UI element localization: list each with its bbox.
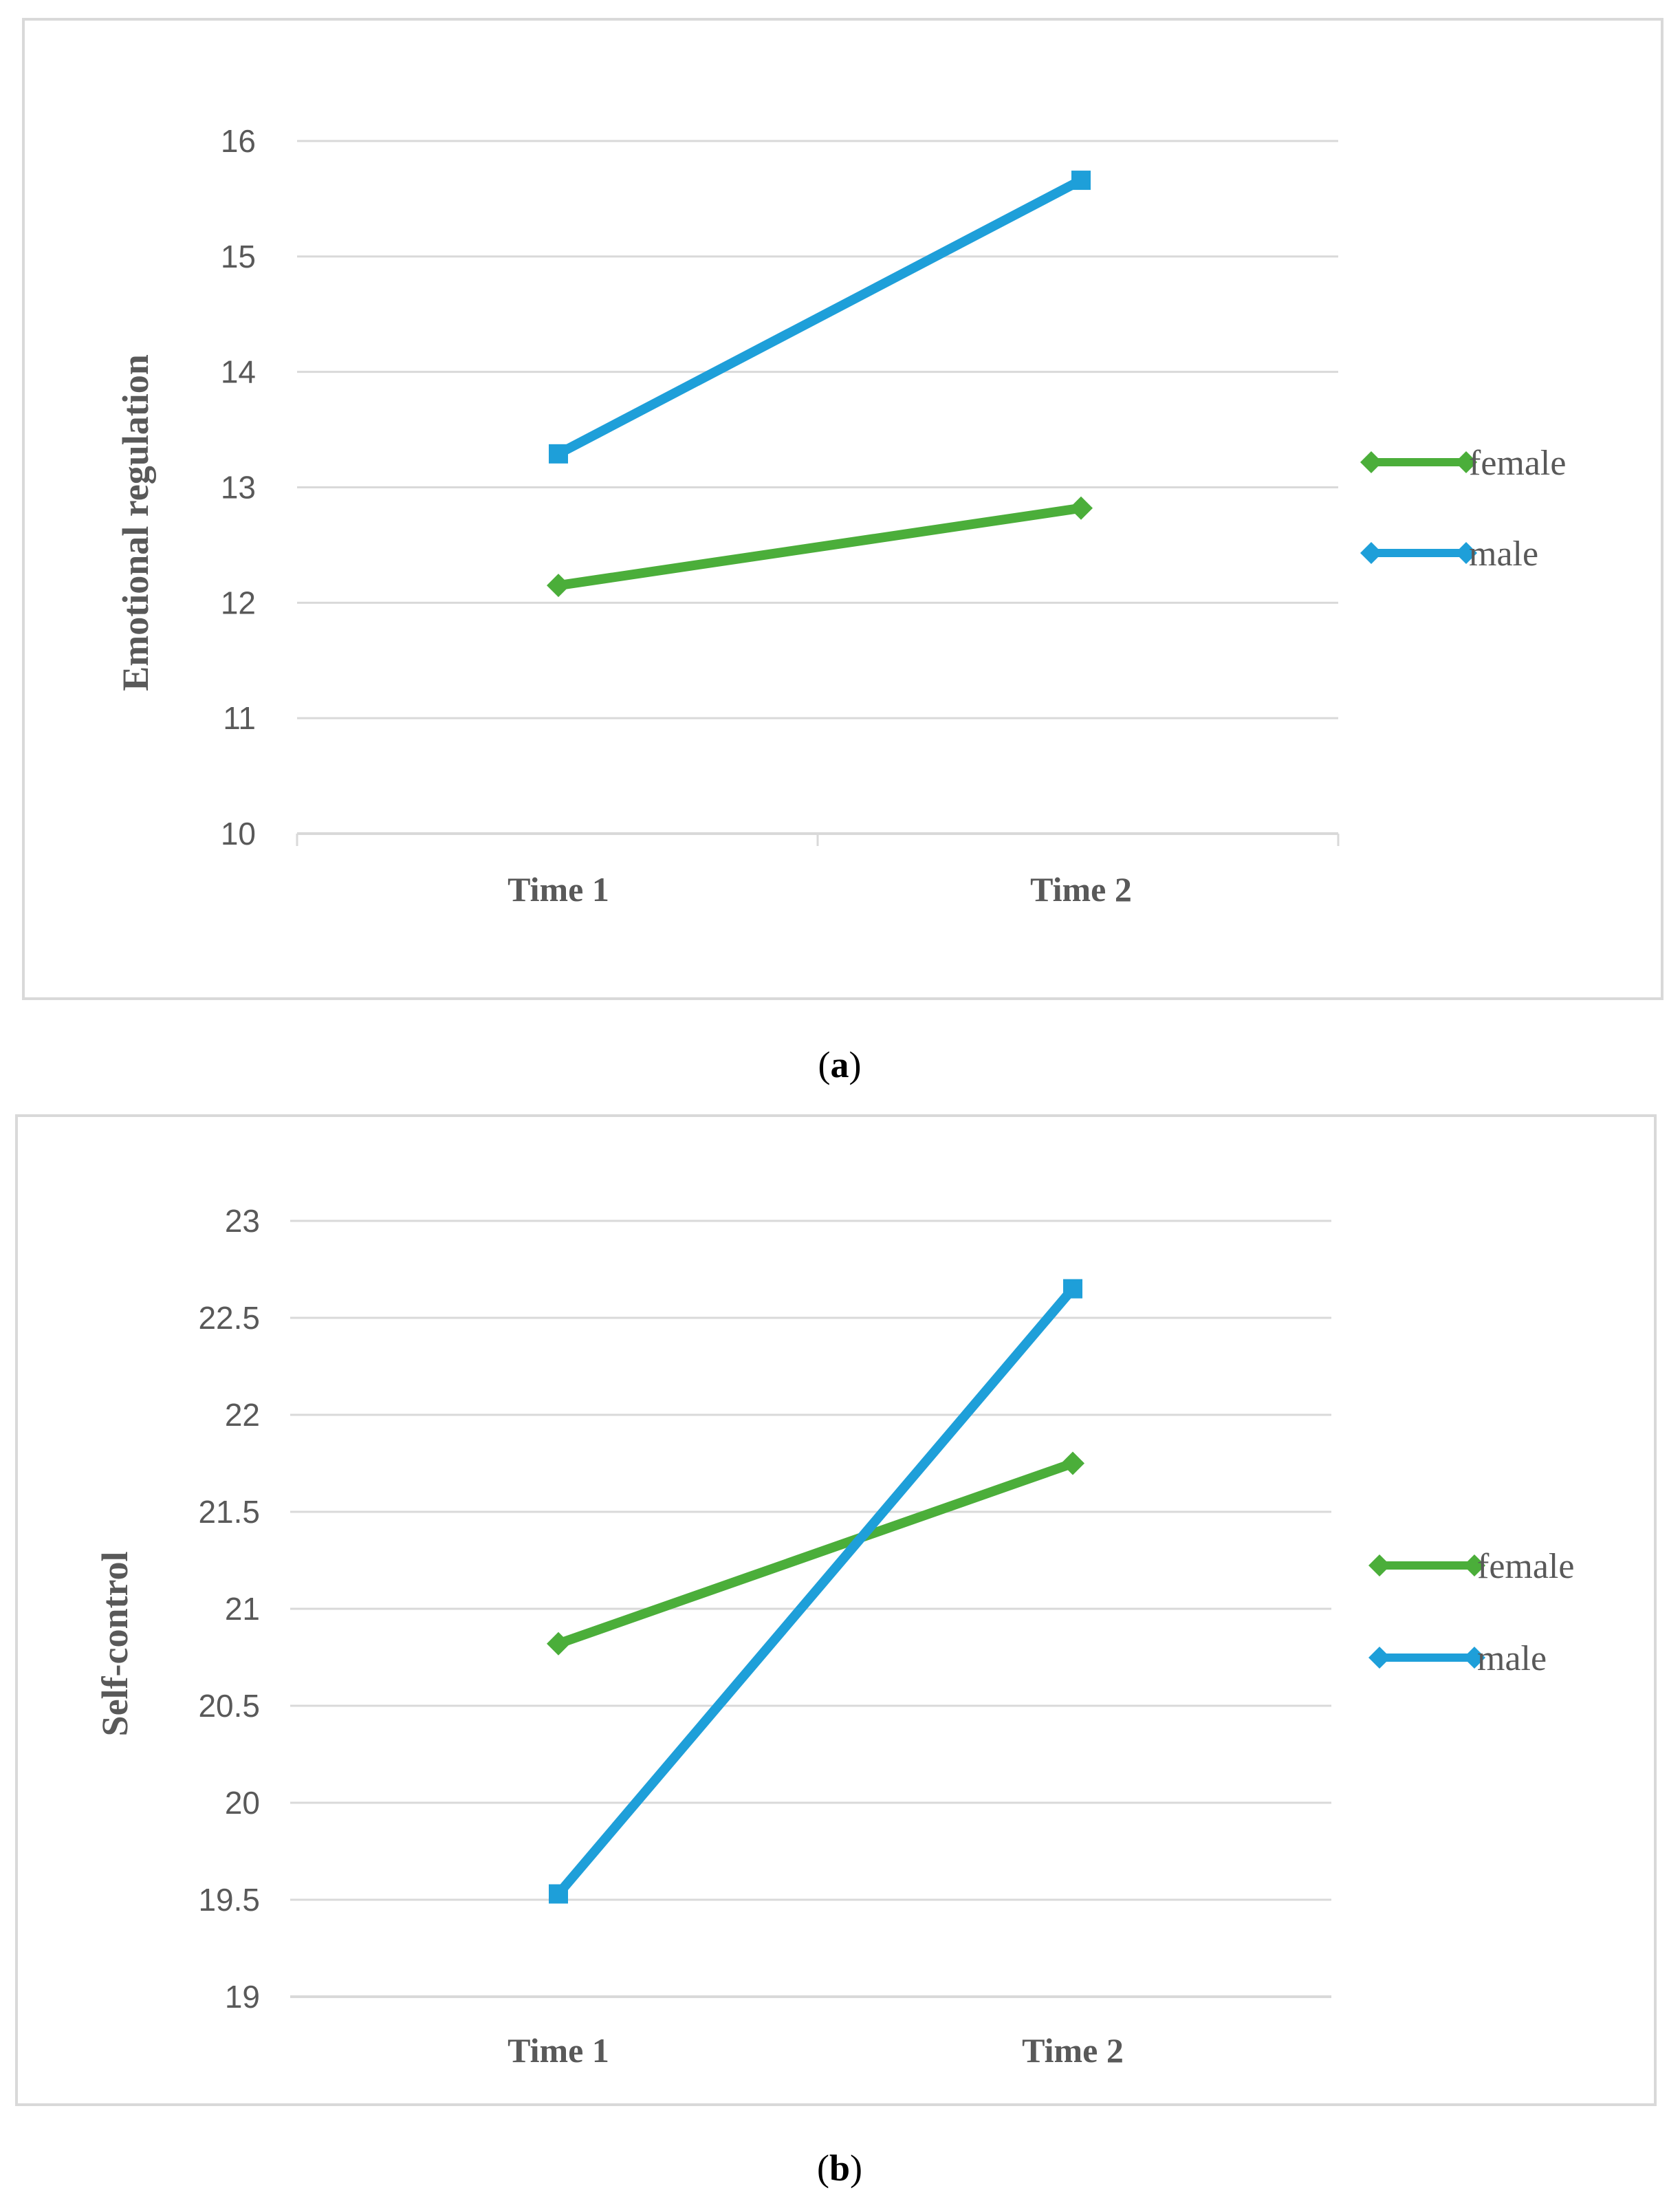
y-tick-label: 21.5 bbox=[198, 1494, 260, 1530]
y-tick-label: 16 bbox=[221, 123, 256, 159]
series-line-male bbox=[554, 1286, 1077, 1898]
legend-item-male: male bbox=[1360, 534, 1538, 574]
caption-a: (a) bbox=[818, 1044, 862, 1085]
x-tick-label: Time 2 bbox=[1030, 870, 1132, 909]
data-point-male bbox=[1063, 1279, 1082, 1299]
y-tick-label: 12 bbox=[221, 585, 256, 620]
legend-marker bbox=[1368, 1647, 1390, 1669]
caption-letter-a: a bbox=[831, 1044, 849, 1085]
chart-frame bbox=[22, 18, 1663, 1000]
legend-marker bbox=[1463, 1554, 1485, 1576]
y-tick-label: 14 bbox=[221, 354, 256, 390]
legend-marker bbox=[1455, 542, 1477, 564]
y-tick-label: 20.5 bbox=[198, 1688, 260, 1724]
y-tick-label: 13 bbox=[221, 470, 256, 506]
series-line-female bbox=[556, 1458, 1075, 1649]
legend-label: female bbox=[1469, 444, 1566, 483]
data-point-female bbox=[1061, 1451, 1084, 1475]
x-tick-label: Time 1 bbox=[508, 870, 609, 909]
x-tick-label: Time 1 bbox=[508, 2031, 609, 2070]
y-tick-label: 22.5 bbox=[198, 1300, 260, 1336]
legend-marker bbox=[1463, 1647, 1485, 1669]
legend-item-male: male bbox=[1368, 1639, 1547, 1678]
y-tick-label: 19 bbox=[225, 1979, 260, 2015]
legend-item-female: female bbox=[1368, 1547, 1574, 1586]
caption-b: (b) bbox=[817, 2147, 862, 2189]
data-point-female bbox=[547, 1631, 570, 1656]
x-tick-label: Time 2 bbox=[1022, 2031, 1124, 2070]
y-tick-label: 15 bbox=[221, 239, 256, 274]
caption-letter-b: b bbox=[829, 2147, 850, 2189]
y-tick-label: 20 bbox=[225, 1785, 260, 1821]
y-tick-label: 21 bbox=[225, 1591, 260, 1627]
legend-marker bbox=[1455, 451, 1477, 473]
series-line-female bbox=[557, 503, 1082, 591]
chart-frame bbox=[15, 1114, 1657, 2106]
data-point-female bbox=[1069, 496, 1093, 520]
data-point-male bbox=[549, 444, 568, 464]
legend-label: male bbox=[1469, 534, 1538, 574]
legend-label: female bbox=[1477, 1547, 1574, 1586]
legend-marker bbox=[1360, 451, 1382, 473]
data-point-male bbox=[549, 1884, 568, 1904]
y-axis-label: Self-control bbox=[94, 1552, 135, 1737]
chart-panel-a: 10 11 12 13 14 15 16 Time 1 Time 2 Emotional re… bbox=[22, 18, 1663, 1000]
legend-marker bbox=[1368, 1554, 1390, 1576]
y-tick-label: 11 bbox=[223, 700, 256, 736]
legend-marker bbox=[1360, 542, 1382, 564]
data-point-female bbox=[547, 574, 570, 598]
y-tick-label: 23 bbox=[225, 1203, 260, 1239]
y-tick-label: 22 bbox=[225, 1397, 260, 1433]
legend-label: male bbox=[1477, 1639, 1547, 1678]
legend-item-female: female bbox=[1360, 444, 1566, 483]
series-line-male bbox=[556, 175, 1084, 459]
y-tick-label: 10 bbox=[221, 816, 256, 852]
y-tick-label: 19.5 bbox=[198, 1882, 260, 1918]
data-point-male bbox=[1071, 171, 1091, 191]
y-axis-label: Emotional regulation bbox=[115, 354, 156, 691]
